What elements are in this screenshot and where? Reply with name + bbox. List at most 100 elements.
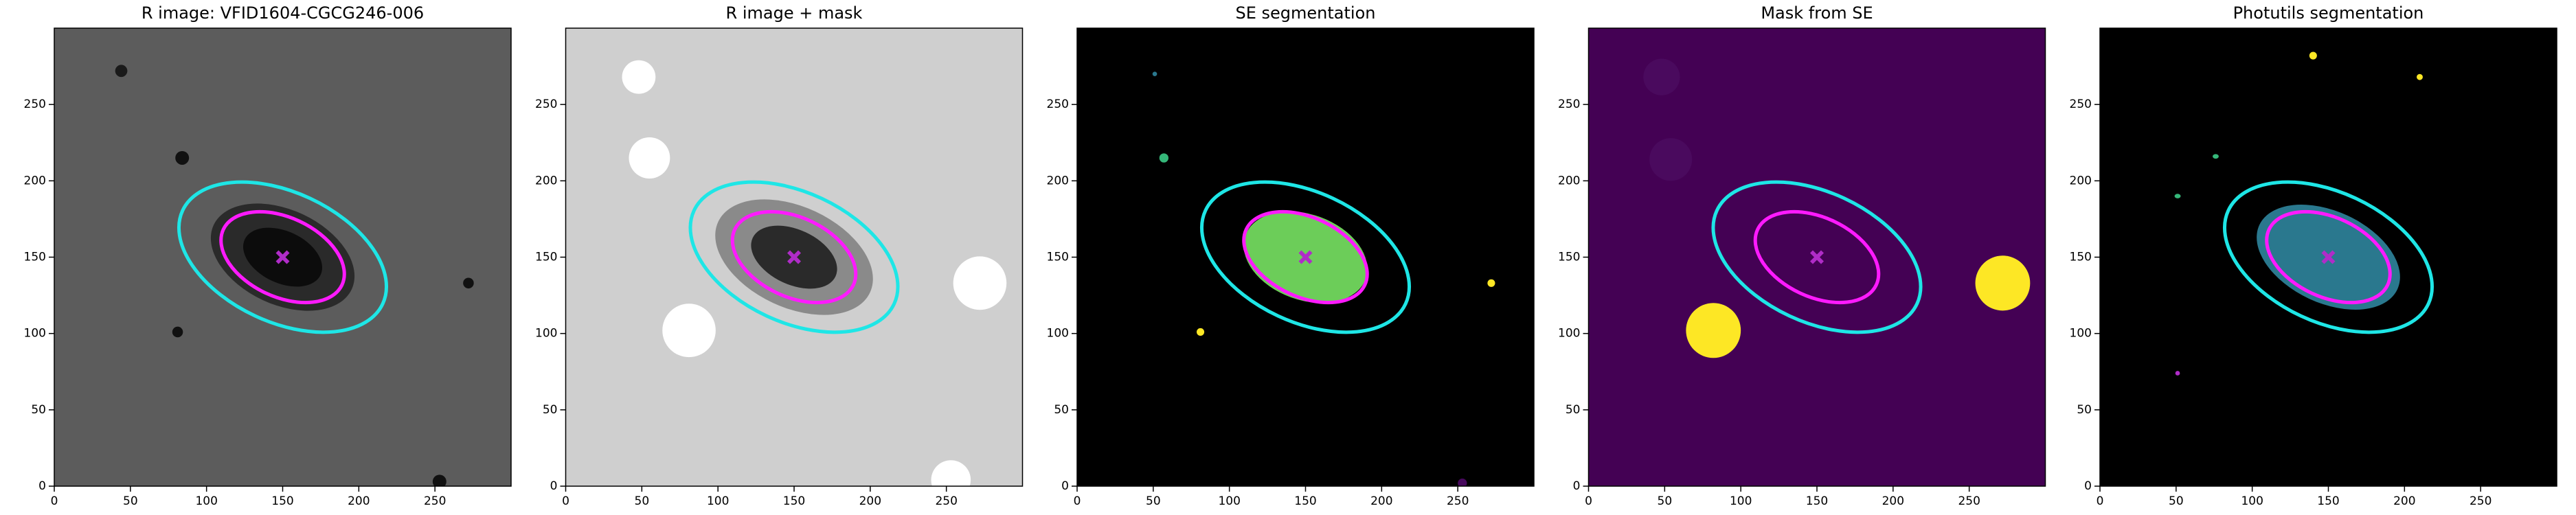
image-region [1649, 138, 1693, 181]
aperture-ellipse [1242, 209, 1369, 305]
x-tick-label: 250 [935, 494, 957, 508]
y-tick-label: 250 [535, 98, 557, 111]
x-tick-label: 150 [783, 494, 805, 508]
image-region [931, 460, 971, 486]
y-tick-label: 200 [1558, 174, 1580, 187]
x-tick-label: 100 [707, 494, 729, 508]
image-region [629, 137, 670, 179]
center-marker [1810, 250, 1824, 264]
x-tick-label: 0 [51, 494, 58, 508]
panel-title: Mask from SE [1761, 3, 1873, 23]
x-tick-label: 100 [2241, 494, 2263, 508]
x-tick-label: 0 [1585, 494, 1592, 508]
image-region [1686, 303, 1741, 358]
x-tick-label: 100 [1218, 494, 1240, 508]
image-region [953, 256, 1007, 310]
image-region [2213, 154, 2219, 159]
y-tick-label: 50 [1566, 403, 1581, 417]
center-marker [275, 250, 290, 264]
center-marker [1298, 250, 1313, 264]
x-tick-label: 100 [195, 494, 217, 508]
aperture-ellipse [1711, 180, 1923, 334]
x-tick-label: 200 [2393, 494, 2415, 508]
x-tick-label: 50 [123, 494, 138, 508]
y-tick-label: 0 [1061, 479, 1069, 493]
x-tick-label: 0 [1074, 494, 1081, 508]
y-tick-label: 0 [550, 479, 558, 493]
image-region [2309, 52, 2317, 60]
center-marker [2321, 250, 2336, 264]
aperture-ellipse [219, 209, 346, 305]
y-tick-label: 150 [1558, 251, 1580, 264]
y-tick-label: 200 [2070, 174, 2092, 187]
y-tick-label: 150 [535, 251, 557, 264]
image-region [172, 326, 183, 338]
panel-title: SE segmentation [1236, 3, 1376, 23]
x-tick-label: 200 [348, 494, 370, 508]
panel [1588, 28, 2046, 486]
y-tick-label: 150 [24, 251, 46, 264]
image-region [2174, 194, 2181, 198]
x-tick-label: 250 [424, 494, 446, 508]
x-tick-label: 250 [1958, 494, 1980, 508]
x-tick-label: 50 [635, 494, 650, 508]
image-region [1458, 478, 1467, 486]
image-region [1152, 71, 1157, 77]
y-tick-label: 250 [1047, 98, 1069, 111]
y-tick-label: 0 [2084, 479, 2092, 493]
x-tick-label: 250 [2470, 494, 2492, 508]
y-tick-label: 250 [2070, 98, 2092, 111]
image-region [1159, 153, 1168, 163]
image-region [175, 150, 190, 165]
panel-title: Photutils segmentation [2233, 3, 2424, 23]
image-region [1197, 328, 1205, 336]
y-tick-label: 50 [1054, 403, 1069, 417]
y-tick-label: 100 [1047, 327, 1069, 341]
y-tick-label: 200 [1047, 174, 1069, 187]
y-tick-label: 0 [38, 479, 46, 493]
x-tick-label: 50 [2169, 494, 2184, 508]
y-tick-label: 250 [24, 98, 46, 111]
y-tick-label: 100 [2070, 327, 2092, 341]
x-tick-label: 200 [1882, 494, 1904, 508]
image-region [115, 65, 128, 78]
panel-title: R image: VFID1604-CGCG246-006 [142, 3, 424, 23]
image-region [432, 474, 447, 486]
y-tick-label: 100 [535, 327, 557, 341]
x-tick-label: 50 [1146, 494, 1161, 508]
x-tick-label: 200 [1370, 494, 1392, 508]
y-tick-label: 50 [543, 403, 558, 417]
image-region [2175, 371, 2180, 376]
x-tick-label: 50 [1658, 494, 1673, 508]
x-tick-label: 0 [562, 494, 569, 508]
aperture-ellipse [1753, 209, 1881, 305]
aperture-ellipse [1199, 180, 1412, 334]
y-tick-label: 200 [24, 174, 46, 187]
center-marker [787, 250, 801, 264]
x-tick-label: 150 [271, 494, 293, 508]
x-tick-label: 150 [1806, 494, 1828, 508]
image-region [1975, 255, 2031, 311]
y-tick-label: 150 [2070, 251, 2092, 264]
image-region [1487, 279, 1495, 287]
y-tick-label: 50 [2077, 403, 2092, 417]
panel [2100, 28, 2557, 486]
aperture-ellipse [2265, 209, 2392, 305]
aperture-ellipse [2222, 180, 2434, 334]
image-region [662, 304, 716, 358]
x-tick-label: 150 [2317, 494, 2339, 508]
panel [54, 28, 511, 486]
y-tick-label: 0 [1573, 479, 1581, 493]
x-tick-label: 0 [2097, 494, 2104, 508]
image-region [463, 277, 474, 289]
y-tick-label: 200 [535, 174, 557, 187]
y-tick-label: 250 [1558, 98, 1580, 111]
y-tick-label: 150 [1047, 251, 1069, 264]
y-tick-label: 50 [31, 403, 46, 417]
panel [1077, 28, 1534, 486]
y-tick-label: 100 [24, 327, 46, 341]
aperture-ellipse [730, 209, 858, 305]
image-region [1643, 58, 1680, 95]
